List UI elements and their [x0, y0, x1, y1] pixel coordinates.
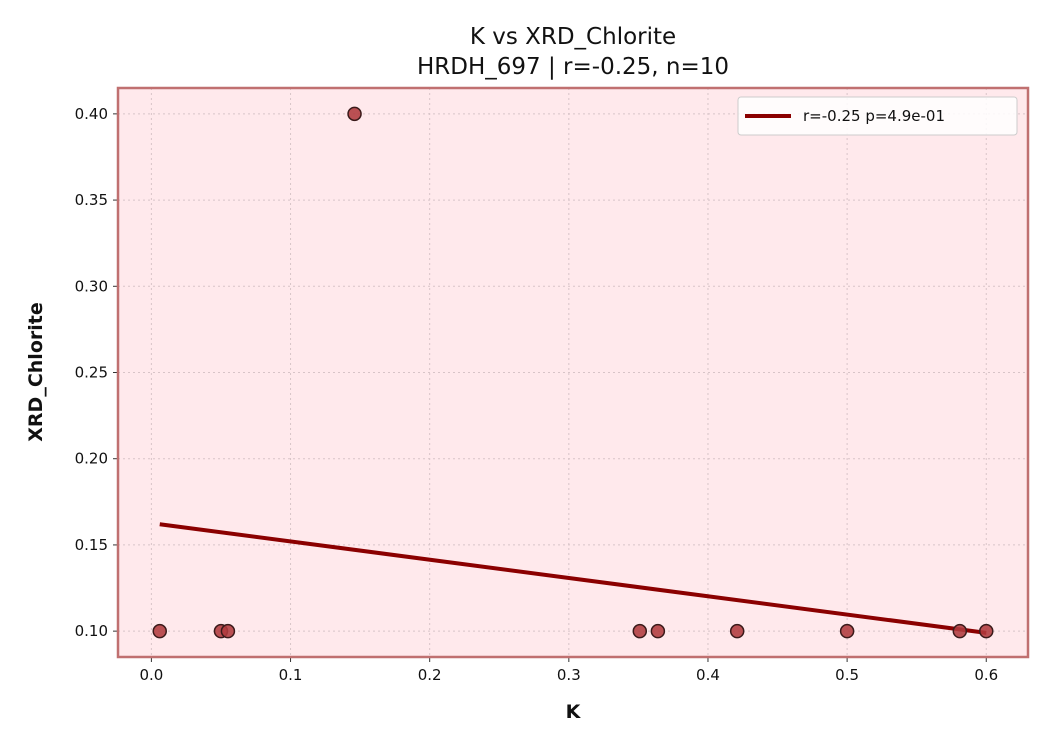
y-tick-label: 0.40	[75, 105, 108, 123]
data-point	[729, 623, 745, 639]
data-point	[632, 623, 648, 639]
x-tick-label: 0.6	[974, 666, 998, 684]
y-axis-ticks: 0.10 0.15 0.20 0.25 0.30 0.35 0.40	[75, 105, 118, 640]
data-point	[220, 623, 236, 639]
legend: r=-0.25 p=4.9e-01	[737, 96, 1018, 136]
legend-box	[737, 96, 1018, 136]
chart-subtitle: HRDH_697 | r=-0.25, n=10	[417, 54, 729, 80]
legend-label: r=-0.25 p=4.9e-01	[803, 107, 945, 125]
x-tick-label: 0.4	[696, 666, 720, 684]
data-point	[952, 623, 968, 639]
data-point	[650, 623, 666, 639]
x-tick-label: 0.2	[418, 666, 442, 684]
fit-line-group	[159, 522, 987, 635]
x-tick-label: 0.3	[557, 666, 581, 684]
chart-title: K vs XRD_Chlorite	[470, 24, 676, 50]
x-tick-label: 0.1	[279, 666, 303, 684]
x-tick-label: 0.0	[139, 666, 163, 684]
data-point	[347, 106, 362, 122]
y-tick-label: 0.25	[75, 364, 108, 382]
y-axis-label: XRD_Chlorite	[25, 302, 47, 441]
fit-line	[159, 522, 987, 635]
data-point	[979, 623, 994, 639]
x-tick-label: 0.5	[835, 666, 859, 684]
data-point	[839, 623, 855, 639]
data-points	[152, 106, 994, 639]
y-tick-label: 0.30	[75, 277, 108, 295]
y-tick-label: 0.35	[75, 191, 108, 209]
data-point	[152, 623, 167, 639]
plot-frame	[116, 86, 1030, 659]
y-tick-label: 0.15	[75, 536, 108, 554]
grid	[118, 88, 1028, 657]
x-axis-label: K	[566, 701, 582, 723]
x-axis-ticks: 0.0 0.1 0.2 0.3 0.4 0.5 0.6	[139, 657, 998, 684]
y-tick-label: 0.20	[75, 450, 108, 468]
y-tick-label: 0.10	[75, 622, 108, 640]
